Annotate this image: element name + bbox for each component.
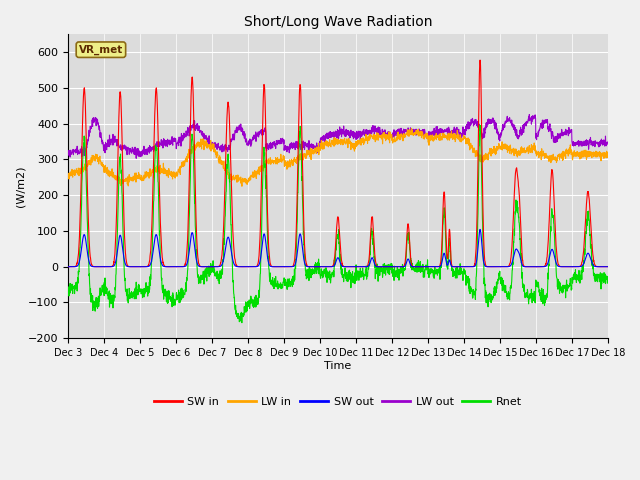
- Title: Short/Long Wave Radiation: Short/Long Wave Radiation: [244, 15, 432, 29]
- X-axis label: Time: Time: [324, 360, 351, 371]
- Y-axis label: (W/m2): (W/m2): [15, 166, 25, 207]
- Legend: SW in, LW in, SW out, LW out, Rnet: SW in, LW in, SW out, LW out, Rnet: [149, 392, 526, 411]
- Text: VR_met: VR_met: [79, 45, 123, 55]
